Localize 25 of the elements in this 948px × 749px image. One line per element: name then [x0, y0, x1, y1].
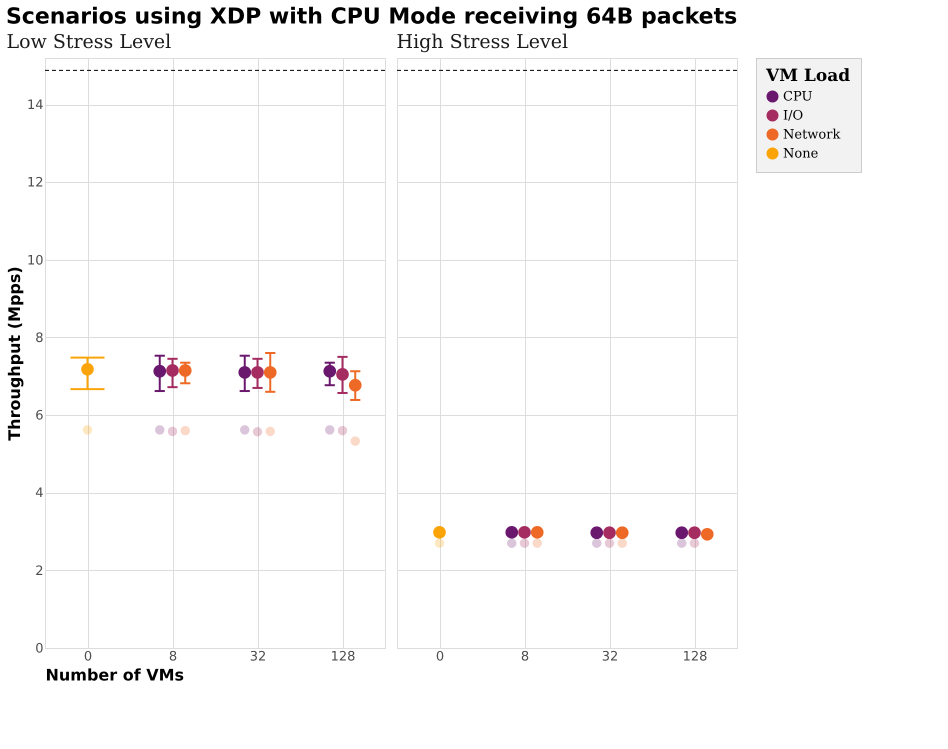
x-tick-label: 0 [84, 650, 92, 664]
x-axis-title: Number of VMs [46, 666, 184, 684]
y-tick-label: 6 [35, 408, 44, 424]
y-tick-label: 10 [26, 253, 44, 268]
y-axis-title: Throughput (Mpps) [4, 266, 24, 441]
x-tick-label: 8 [168, 650, 178, 664]
chart-subtitle: High Stress Level [396, 31, 568, 53]
y-tick-label: 8 [35, 330, 44, 346]
y-tick-label: 2 [35, 564, 44, 579]
x-tick-label: 32 [602, 650, 618, 664]
legend-label: Network [783, 128, 840, 142]
x-tick-label: 32 [250, 650, 266, 664]
y-tick-label: 14 [26, 98, 44, 114]
chart-title: Scenarios using XDP with CPU Mode receiving 64B packets [6, 4, 738, 30]
x-tick-label: 128 [682, 650, 708, 664]
x-tick-label: 128 [330, 650, 356, 664]
x-tick-label: 8 [520, 650, 530, 664]
legend-label: None [783, 146, 819, 162]
legend-label: I/O [783, 108, 804, 124]
x-tick-label: 0 [436, 650, 444, 664]
legend-title: VM Load [765, 66, 850, 86]
chart-subtitle: Low Stress Level [6, 31, 172, 53]
y-tick-label: 4 [35, 486, 44, 502]
y-tick-label: 12 [26, 176, 44, 191]
legend-label: CPU [783, 90, 812, 104]
